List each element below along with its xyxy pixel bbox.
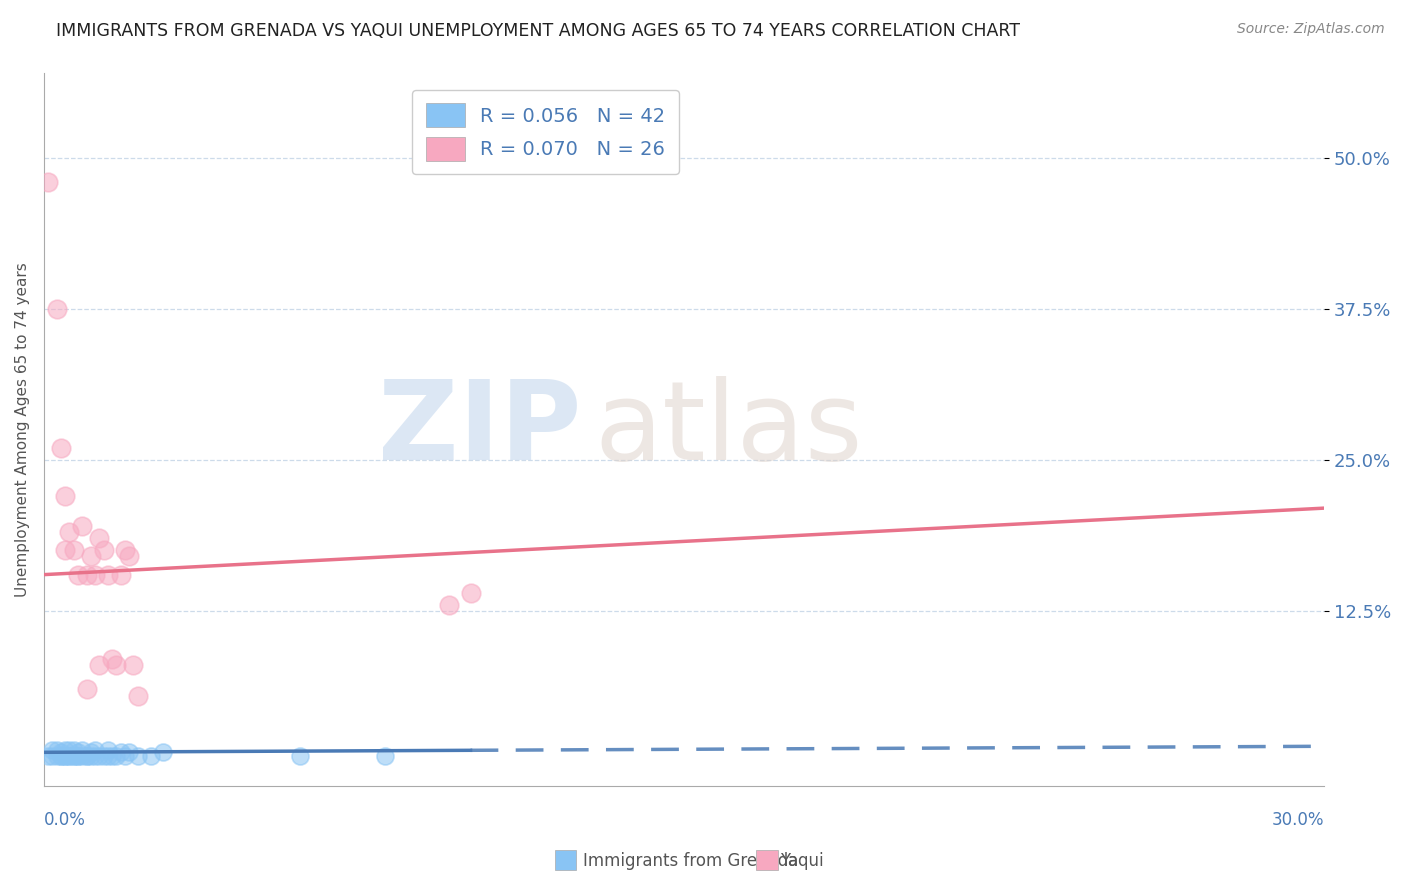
Point	[62, 748, 84, 763]
Text: 30.0%: 30.0%	[1271, 812, 1324, 830]
Point	[374, 748, 396, 763]
Point	[66, 745, 89, 759]
Point	[45, 743, 67, 757]
Point	[66, 567, 89, 582]
Point	[45, 301, 67, 316]
Point	[41, 748, 63, 763]
Point	[84, 743, 107, 757]
Legend: R = 0.056   N = 42, R = 0.070   N = 26: R = 0.056 N = 42, R = 0.070 N = 26	[412, 90, 679, 174]
Point	[114, 543, 136, 558]
Text: Source: ZipAtlas.com: Source: ZipAtlas.com	[1237, 22, 1385, 37]
Point	[53, 489, 76, 503]
Point	[80, 748, 103, 763]
Y-axis label: Unemployment Among Ages 65 to 74 years: Unemployment Among Ages 65 to 74 years	[15, 262, 30, 597]
Point	[53, 748, 76, 763]
Point	[288, 748, 311, 763]
Point	[58, 525, 80, 540]
Point	[45, 748, 67, 763]
Text: IMMIGRANTS FROM GRENADA VS YAQUI UNEMPLOYMENT AMONG AGES 65 TO 74 YEARS CORRELAT: IMMIGRANTS FROM GRENADA VS YAQUI UNEMPLO…	[56, 22, 1021, 40]
Point	[93, 543, 115, 558]
Point	[49, 748, 72, 763]
Point	[105, 748, 128, 763]
Point	[118, 745, 141, 759]
Point	[76, 748, 98, 763]
Point	[122, 658, 145, 673]
Point	[93, 748, 115, 763]
Point	[110, 567, 132, 582]
Point	[114, 748, 136, 763]
Point	[62, 743, 84, 757]
Point	[84, 567, 107, 582]
Point	[152, 745, 174, 759]
Point	[97, 567, 120, 582]
Text: Yaqui: Yaqui	[780, 852, 824, 870]
Point	[58, 743, 80, 757]
Point	[127, 748, 149, 763]
Point	[76, 682, 98, 697]
Point	[41, 743, 63, 757]
Point	[66, 748, 89, 763]
Point	[53, 543, 76, 558]
Point	[72, 748, 94, 763]
Point	[37, 175, 59, 189]
Point	[62, 748, 84, 763]
Point	[49, 745, 72, 759]
Point	[97, 743, 120, 757]
Point	[139, 748, 162, 763]
Point	[439, 598, 461, 612]
Point	[37, 748, 59, 763]
Point	[49, 441, 72, 455]
Point	[49, 748, 72, 763]
Point	[89, 532, 111, 546]
Point	[53, 748, 76, 763]
Point	[58, 748, 80, 763]
Point	[101, 652, 124, 666]
Text: atlas: atlas	[595, 376, 863, 483]
Point	[58, 748, 80, 763]
Point	[101, 748, 124, 763]
Point	[118, 549, 141, 564]
Point	[89, 748, 111, 763]
Text: Immigrants from Grenada: Immigrants from Grenada	[583, 852, 799, 870]
Point	[460, 586, 482, 600]
Text: 0.0%: 0.0%	[44, 812, 86, 830]
Text: ZIP: ZIP	[378, 376, 582, 483]
Point	[89, 658, 111, 673]
Point	[76, 748, 98, 763]
Point	[72, 743, 94, 757]
Point	[53, 743, 76, 757]
Point	[97, 748, 120, 763]
Point	[62, 543, 84, 558]
Point	[127, 689, 149, 703]
Point	[66, 748, 89, 763]
Point	[80, 549, 103, 564]
Point	[72, 519, 94, 533]
Point	[76, 567, 98, 582]
Point	[80, 745, 103, 759]
Point	[84, 748, 107, 763]
Point	[105, 658, 128, 673]
Point	[110, 745, 132, 759]
